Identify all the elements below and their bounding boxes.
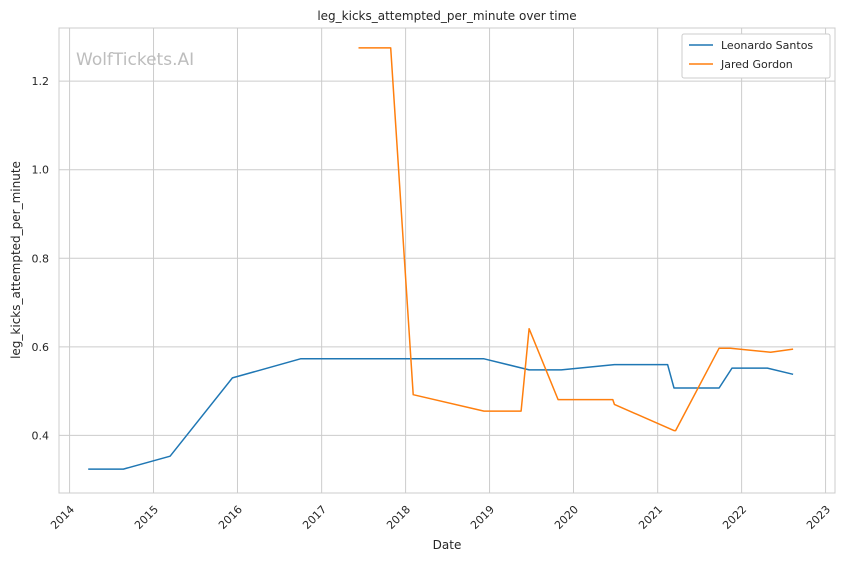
series-line-jared-gordon xyxy=(358,47,794,432)
x-tick-label: 2020 xyxy=(552,503,581,532)
y-tick-label: 0.8 xyxy=(32,252,50,265)
x-tick-label: 2018 xyxy=(384,503,413,532)
legend-box xyxy=(681,33,831,79)
series-line-leonardo-santos xyxy=(88,358,794,470)
watermark: WolfTickets.AI xyxy=(76,50,194,70)
x-tick-label: 2016 xyxy=(216,503,245,532)
x-tick-labels: 2014 2015 2016 2017 2018 2019 2020 2021 2022 2023 xyxy=(48,503,833,532)
chart-title: leg_kicks_attempted_per_minute over time xyxy=(317,9,576,23)
y-tick-label: 1.0 xyxy=(32,164,50,177)
grid xyxy=(59,28,835,493)
x-tick-label: 2021 xyxy=(636,503,665,532)
x-tick-label: 2019 xyxy=(468,503,497,532)
legend: Leonardo Santos Jared Gordon xyxy=(681,33,831,79)
y-tick-label: 0.4 xyxy=(32,429,50,442)
x-tick-label: 2022 xyxy=(720,503,749,532)
y-tick-labels: 0.4 0.6 0.8 1.0 1.2 xyxy=(32,75,50,442)
y-tick-label: 1.2 xyxy=(32,75,50,88)
x-tick-label: 2023 xyxy=(804,503,833,532)
legend-label-leonardo-santos: Leonardo Santos xyxy=(721,39,813,52)
x-tick-label: 2015 xyxy=(132,503,161,532)
y-axis-title: leg_kicks_attempted_per_minute xyxy=(9,161,23,359)
series-lines xyxy=(88,47,794,470)
y-tick-label: 0.6 xyxy=(32,341,50,354)
x-tick-label: 2014 xyxy=(48,503,77,532)
legend-label-jared-gordon: Jared Gordon xyxy=(720,58,793,71)
plot-background xyxy=(59,28,835,493)
x-axis-title: Date xyxy=(433,538,462,552)
plot-frame xyxy=(58,27,836,494)
x-tick-label: 2017 xyxy=(300,503,329,532)
